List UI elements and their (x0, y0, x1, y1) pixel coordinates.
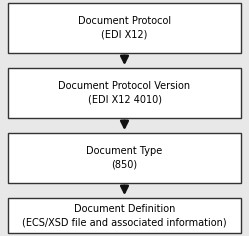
Bar (8, 3, 241, 53)
Bar (8, 68, 241, 118)
Text: Document Protocol
(EDI X12): Document Protocol (EDI X12) (78, 16, 171, 40)
Text: Document Type
(850): Document Type (850) (86, 146, 163, 170)
Bar (8, 198, 241, 233)
Text: Document Definition
(ECS/XSD file and associated information): Document Definition (ECS/XSD file and as… (22, 204, 227, 227)
Bar (8, 133, 241, 183)
Text: Document Protocol Version
(EDI X12 4010): Document Protocol Version (EDI X12 4010) (59, 81, 190, 105)
